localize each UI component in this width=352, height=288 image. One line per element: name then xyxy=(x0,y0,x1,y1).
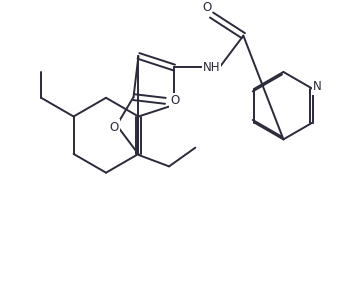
Text: O: O xyxy=(171,94,180,107)
Text: O: O xyxy=(109,121,118,134)
Text: O: O xyxy=(202,1,211,14)
Text: N: N xyxy=(313,80,322,93)
Text: NH: NH xyxy=(203,61,220,74)
Text: S: S xyxy=(170,98,178,111)
